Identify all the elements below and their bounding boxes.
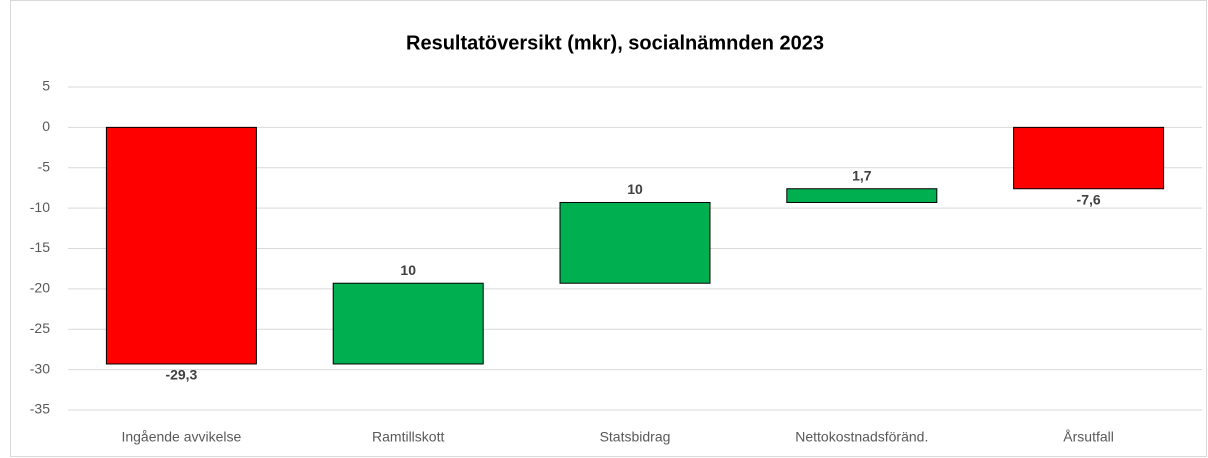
y-tick-label: -10 [30, 199, 50, 215]
y-tick-label: 5 [42, 78, 50, 94]
bar [105, 126, 257, 365]
y-tick-label: -25 [30, 320, 50, 336]
y-tick-label: 0 [42, 118, 50, 134]
y-tick-label: -30 [30, 360, 50, 376]
value-label: 10 [627, 181, 643, 197]
y-tick-label: -5 [38, 158, 51, 174]
y-tick-label: -20 [30, 280, 50, 296]
chart-title: Resultatöversikt (mkr), socialnämnden 20… [406, 32, 824, 54]
bar [786, 188, 938, 203]
value-label: 1,7 [852, 167, 872, 183]
x-tick-label: Ramtillskott [372, 429, 444, 445]
bar [332, 282, 484, 365]
value-label: 10 [400, 262, 416, 278]
x-tick-label: Statsbidrag [600, 429, 671, 445]
bar [1013, 126, 1165, 190]
bar [559, 201, 711, 284]
y-tick-label: -35 [30, 401, 50, 417]
value-label: -7,6 [1077, 191, 1101, 207]
x-tick-label: Ingående avvikelse [121, 429, 241, 445]
y-tick-label: -15 [30, 239, 50, 255]
x-tick-label: Nettokostnadsföränd. [795, 429, 928, 445]
x-tick-label: Årsutfall [1063, 429, 1114, 445]
value-label: -29,3 [165, 367, 197, 383]
